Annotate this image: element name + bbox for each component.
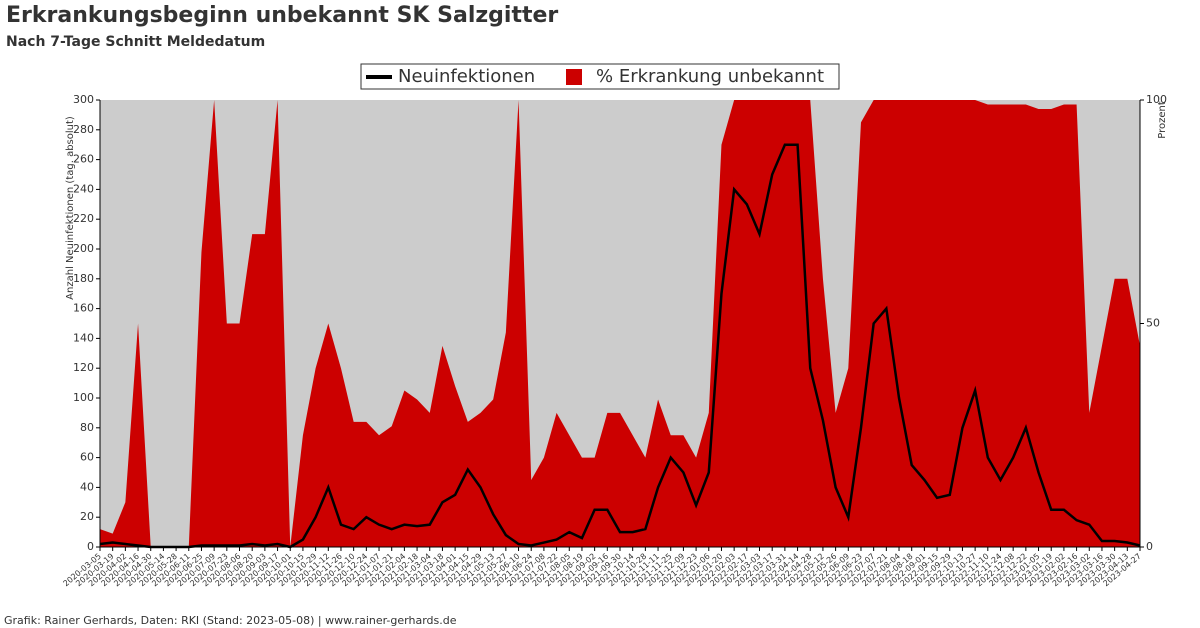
chart-title: Erkrankungsbeginn unbekannt SK Salzgitte… bbox=[6, 3, 558, 28]
footer: Grafik: Rainer Gerhards, Daten: RKI (Sta… bbox=[4, 614, 457, 627]
y-tick-label: 40 bbox=[80, 480, 94, 493]
y-tick-label: 220 bbox=[73, 212, 94, 225]
y2-axis-label: Prozent bbox=[1157, 101, 1168, 139]
legend-box bbox=[360, 63, 840, 90]
y-tick-label: 60 bbox=[80, 451, 94, 464]
y-tick-label: 300 bbox=[73, 93, 94, 106]
legend: Neuinfektionen % Erkrankung unbekannt bbox=[360, 63, 840, 90]
chart-subtitle: Nach 7-Tage Schnitt Meldedatum bbox=[6, 34, 265, 50]
y2-tick-label: 100 bbox=[1146, 93, 1167, 106]
y-tick-label: 120 bbox=[73, 361, 94, 374]
y-tick-label: 260 bbox=[73, 153, 94, 166]
legend-label: % Erkrankung unbekannt bbox=[596, 66, 824, 87]
y-tick-label: 80 bbox=[80, 421, 94, 434]
y-axis-label: Anzahl Neuinfektionen (tag. absolut) bbox=[65, 116, 76, 300]
y2-tick-label: 0 bbox=[1146, 540, 1153, 553]
y-tick-label: 280 bbox=[73, 123, 94, 136]
y-tick-label: 140 bbox=[73, 331, 94, 344]
y-tick-label: 160 bbox=[73, 302, 94, 315]
y-tick-label: 20 bbox=[80, 510, 94, 523]
y-tick-label: 240 bbox=[73, 182, 94, 195]
y-tick-label: 0 bbox=[87, 540, 94, 553]
area bbox=[100, 100, 1140, 547]
legend-label: Neuinfektionen bbox=[398, 66, 535, 87]
legend-swatch bbox=[566, 69, 582, 85]
y-tick-label: 180 bbox=[73, 272, 94, 285]
y-tick-label: 200 bbox=[73, 242, 94, 255]
y2-tick-label: 50 bbox=[1146, 317, 1160, 330]
line bbox=[99, 143, 1141, 549]
y-tick-label: 100 bbox=[73, 391, 94, 404]
